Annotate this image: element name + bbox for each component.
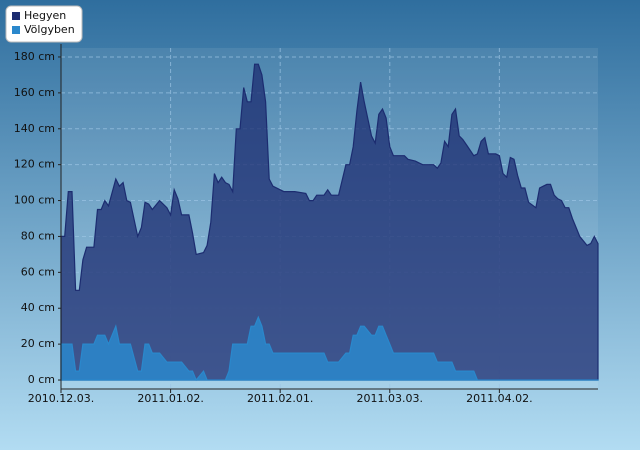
area (60, 315, 599, 382)
legend-swatch (12, 12, 20, 20)
x-tick-label: 2010.12.03. (28, 392, 94, 405)
y-tick-label: 40 cm (21, 301, 55, 314)
y-tick-label: 20 cm (21, 337, 55, 350)
y-tick-label: 180 cm (14, 50, 55, 63)
y-tick-label: 140 cm (14, 122, 55, 135)
y-tick-label: 80 cm (21, 229, 55, 242)
y-tick-label: 160 cm (14, 86, 55, 99)
x-tick-label: 2011.04.02. (466, 392, 532, 405)
x-tick-label: 2011.02.01. (247, 392, 313, 405)
y-tick-label: 100 cm (14, 194, 55, 207)
y-tick-label: 0 cm (28, 373, 55, 386)
y-tick-label: 120 cm (14, 158, 55, 171)
x-tick-label: 2011.03.03. (357, 392, 423, 405)
legend-label: Völgyben (24, 23, 75, 36)
x-tick-label: 2011.01.02. (137, 392, 203, 405)
legend-label: Hegyen (24, 9, 66, 22)
legend-swatch (12, 26, 20, 34)
legend-box (5, 5, 83, 43)
area (60, 63, 599, 381)
y-tick-label: 60 cm (21, 265, 55, 278)
